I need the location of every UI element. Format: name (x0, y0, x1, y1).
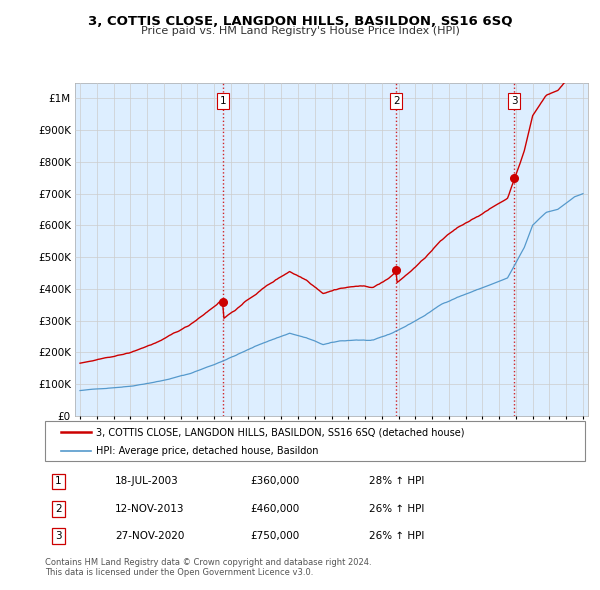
Text: 3, COTTIS CLOSE, LANGDON HILLS, BASILDON, SS16 6SQ: 3, COTTIS CLOSE, LANGDON HILLS, BASILDON… (88, 15, 512, 28)
Text: 2: 2 (55, 504, 62, 514)
Text: 3, COTTIS CLOSE, LANGDON HILLS, BASILDON, SS16 6SQ (detached house): 3, COTTIS CLOSE, LANGDON HILLS, BASILDON… (96, 428, 465, 438)
Text: 27-NOV-2020: 27-NOV-2020 (115, 531, 185, 541)
Text: 2: 2 (393, 96, 400, 106)
Text: 1: 1 (55, 477, 62, 487)
Text: Price paid vs. HM Land Registry's House Price Index (HPI): Price paid vs. HM Land Registry's House … (140, 26, 460, 36)
Text: 28% ↑ HPI: 28% ↑ HPI (369, 477, 424, 487)
Text: 1: 1 (220, 96, 227, 106)
Text: 12-NOV-2013: 12-NOV-2013 (115, 504, 185, 514)
Text: £360,000: £360,000 (250, 477, 299, 487)
Text: 3: 3 (511, 96, 518, 106)
Text: 18-JUL-2003: 18-JUL-2003 (115, 477, 179, 487)
Text: 26% ↑ HPI: 26% ↑ HPI (369, 504, 424, 514)
Text: HPI: Average price, detached house, Basildon: HPI: Average price, detached house, Basi… (96, 447, 319, 456)
Text: Contains HM Land Registry data © Crown copyright and database right 2024.
This d: Contains HM Land Registry data © Crown c… (45, 558, 371, 577)
Text: 3: 3 (55, 531, 62, 541)
Text: £460,000: £460,000 (250, 504, 299, 514)
Text: 26% ↑ HPI: 26% ↑ HPI (369, 531, 424, 541)
Text: £750,000: £750,000 (250, 531, 299, 541)
